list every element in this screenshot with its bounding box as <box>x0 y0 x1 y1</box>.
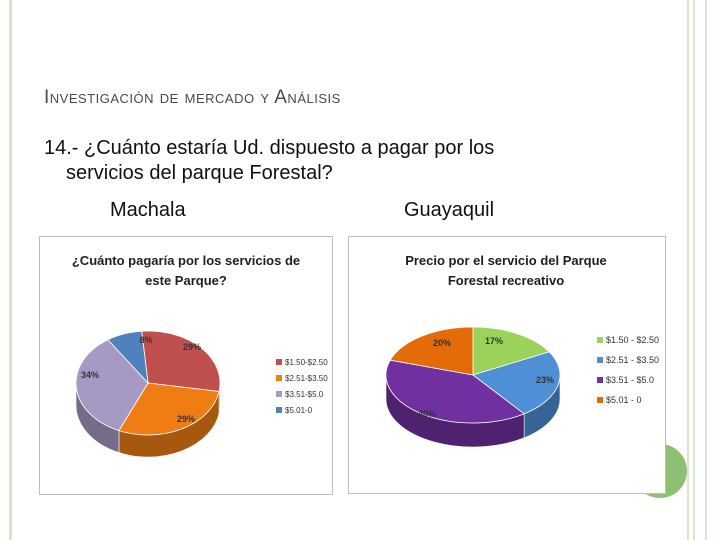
guayaquil-pie-svg: Precio por el servicio del Parque Foresta… <box>385 253 659 448</box>
slide-title-smallcaps: Investigación de mercado y Análisis <box>44 87 341 108</box>
guayaquil-pie-slice-3 <box>389 326 474 376</box>
machala-pie-top <box>75 330 221 436</box>
guayaquil-legend-swatch-0 <box>597 337 603 343</box>
slide-title: Investigación de mercado y Análisis <box>44 84 564 116</box>
machala-legend-label-3: $5.01-0 <box>285 406 313 415</box>
machala-chart-title-line: este Parque? <box>145 273 227 288</box>
machala-legend-label-2: $3.51-$5.0 <box>285 390 324 399</box>
city-label-guayaquil: Guayaquil <box>404 199 495 221</box>
machala-legend-swatch-2 <box>276 391 282 397</box>
guayaquil-legend-label-0: $1.50 - $2.50 <box>606 335 659 345</box>
guayaquil-pie-slice-2 <box>385 359 525 424</box>
machala-pie-slice-1 <box>118 382 220 436</box>
machala-data-label-1: 29% <box>177 414 195 424</box>
guayaquil-data-label-2: 40% <box>418 409 436 419</box>
right-decor-rail <box>693 0 695 540</box>
guayaquil-data-label-1: 23% <box>536 375 554 385</box>
guayaquil-pie-slice-1 <box>472 351 561 415</box>
machala-pie-slice-0 <box>141 330 221 392</box>
guayaquil-legend-label-2: $3.51 - $5.0 <box>606 375 654 385</box>
machala-legend-swatch-0 <box>276 359 282 365</box>
guayaquil-data-label-3: 20% <box>433 338 451 348</box>
machala-pie-slice-2 <box>75 339 149 432</box>
slide-title-text: Investigación de mercado y Análisis <box>44 87 341 108</box>
city-label-machala: Machala <box>110 199 186 221</box>
machala-legend-label-1: $2.51-$3.50 <box>285 374 328 383</box>
guayaquil-pie-top <box>385 326 561 424</box>
machala-data-label-0: 29% <box>183 342 201 352</box>
right-decor-rail <box>687 0 689 540</box>
guayaquil-chart-title-line: Precio por el servicio del Parque <box>405 253 607 268</box>
machala-pie-svg: ¿Cuánto pagaría por los servicios de este… <box>72 253 328 458</box>
machala-legend-label-0: $1.50-$2.50 <box>285 358 328 367</box>
question-line-2: servicios del parque Forestal? <box>66 162 333 184</box>
guayaquil-chart-title-line: Forestal recreativo <box>448 273 564 288</box>
guayaquil-legend-label-3: $5.01 - 0 <box>606 395 642 405</box>
guayaquil-legend-swatch-1 <box>597 357 603 363</box>
machala-pie-chart: ¿Cuánto pagaría por los servicios de este… <box>39 236 333 495</box>
question-line-1: 14.- ¿Cuánto estaría Ud. dispuesto a pag… <box>44 137 495 159</box>
guayaquil-data-label-0: 17% <box>485 336 503 346</box>
machala-data-label-2: 34% <box>81 370 99 380</box>
machala-legend-swatch-1 <box>276 375 282 381</box>
guayaquil-pie-slice-0 <box>472 326 550 376</box>
machala-data-label-3: 8% <box>139 335 152 345</box>
machala-legend-swatch-3 <box>276 407 282 413</box>
left-decor-rail <box>9 0 12 540</box>
guayaquil-pie-chart: Precio por el servicio del Parque Foresta… <box>348 236 666 494</box>
guayaquil-legend-swatch-2 <box>597 377 603 383</box>
right-decor-rail <box>705 0 707 540</box>
question-text: 14.- ¿Cuánto estaría Ud. dispuesto a pag… <box>44 136 644 186</box>
machala-chart-title-line: ¿Cuánto pagaría por los servicios de <box>72 253 300 268</box>
guayaquil-legend-swatch-3 <box>597 397 603 403</box>
guayaquil-legend-label-1: $2.51 - $3.50 <box>606 355 659 365</box>
machala-pie-slice-3 <box>107 330 149 385</box>
